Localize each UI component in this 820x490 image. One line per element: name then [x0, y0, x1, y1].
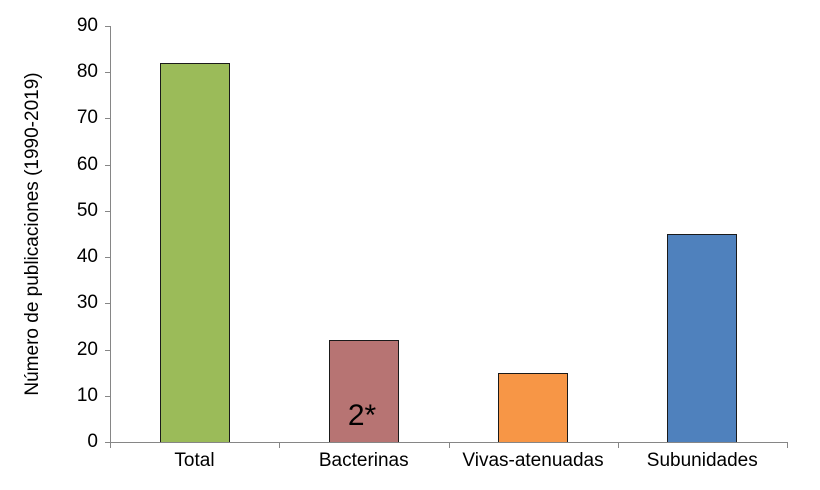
- y-tick-label: 90: [76, 15, 98, 36]
- x-tick-mark: [279, 442, 280, 448]
- y-tick-mark: [105, 165, 111, 166]
- bar-bacterinas: [328, 340, 399, 442]
- x-tick-mark: [618, 442, 619, 448]
- x-tick-label: Subunidades: [646, 450, 758, 471]
- y-tick-mark: [105, 118, 111, 119]
- y-tick-label: 10: [76, 384, 98, 406]
- x-axis-line: [110, 442, 787, 443]
- y-tick-mark: [105, 257, 111, 258]
- x-tick-label: Bacterinas: [318, 450, 409, 471]
- y-tick-mark: [105, 26, 111, 27]
- y-tick-mark: [105, 72, 111, 73]
- y-tick-mark: [105, 211, 111, 212]
- x-tick-mark: [449, 442, 450, 448]
- y-tick-mark: [105, 303, 111, 304]
- y-tick-mark: [105, 442, 111, 443]
- x-tick-mark: [787, 442, 788, 448]
- bar-annotation: 2*: [347, 399, 377, 432]
- bar-total: [159, 62, 230, 442]
- y-tick-label: 80: [76, 61, 98, 83]
- y-tick-label: 30: [76, 292, 98, 314]
- bar-subunidades: [667, 234, 738, 442]
- x-tick-mark: [110, 442, 111, 448]
- y-tick-label: 20: [76, 338, 98, 360]
- y-tick-label: 60: [76, 153, 98, 175]
- x-tick-label: Total: [174, 450, 215, 471]
- x-tick-label: Vivas-atenuadas: [462, 450, 604, 471]
- y-tick-label: 40: [76, 246, 98, 268]
- y-tick-label: 0: [87, 431, 98, 452]
- y-tick-label: 70: [76, 107, 98, 129]
- y-tick-label: 50: [76, 199, 98, 221]
- bar-vivas-atenuadas: [498, 372, 569, 442]
- y-axis-label: Número de publicaciones (1990-2019): [22, 72, 43, 396]
- y-tick-mark: [105, 396, 111, 397]
- y-axis-line: [110, 26, 111, 443]
- y-tick-mark: [105, 350, 111, 351]
